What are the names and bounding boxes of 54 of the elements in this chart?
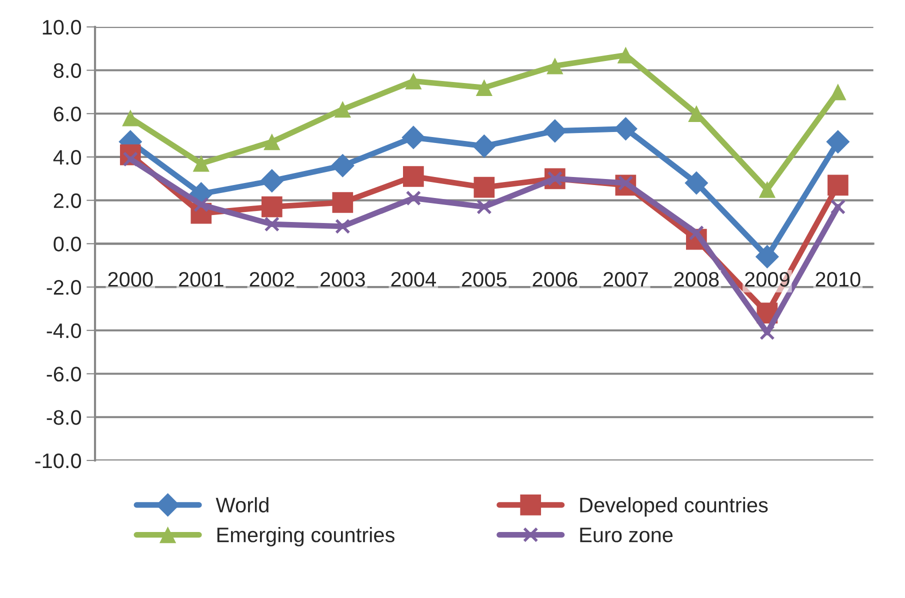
point xyxy=(264,133,280,150)
legend-label: World xyxy=(216,497,268,512)
point xyxy=(330,154,354,178)
y-tick-label: -10.0 xyxy=(35,453,82,468)
point xyxy=(755,244,779,268)
y-tick-label: -6.0 xyxy=(46,366,82,382)
point xyxy=(476,79,493,96)
point xyxy=(826,130,850,154)
point xyxy=(405,72,422,90)
point xyxy=(194,197,209,212)
x-tick-label: 2002 xyxy=(250,272,294,287)
y-tick-label: 10.0 xyxy=(42,20,82,35)
x-tick-label: 2000 xyxy=(108,272,153,287)
point xyxy=(546,58,564,74)
legend-label: Euro zone xyxy=(580,528,673,542)
x-tick-label: 2010 xyxy=(816,272,860,287)
y-tick-label: 0.0 xyxy=(54,236,82,252)
point xyxy=(830,199,846,214)
point xyxy=(684,171,708,195)
legend-label: Emerging countries xyxy=(217,526,394,546)
x-tick-label: 2007 xyxy=(604,272,648,287)
x-tick-label: 2006 xyxy=(532,272,578,287)
point xyxy=(122,110,139,126)
x-tick-label: 2009 xyxy=(745,272,790,287)
point xyxy=(474,176,495,198)
point xyxy=(402,126,426,150)
point xyxy=(332,192,354,213)
point xyxy=(476,199,492,214)
point xyxy=(828,174,848,196)
point xyxy=(760,324,775,340)
x-tick-label: 2008 xyxy=(674,272,719,287)
y-tick-label: 2.0 xyxy=(54,193,82,208)
point xyxy=(472,134,496,158)
point xyxy=(192,155,210,172)
y-tick-label: -4.0 xyxy=(46,323,82,338)
legend-label: Developed countries xyxy=(580,497,768,517)
point xyxy=(264,216,280,232)
point xyxy=(335,218,350,234)
point xyxy=(403,166,424,187)
x-tick-label: 2003 xyxy=(320,272,365,287)
point xyxy=(758,181,776,198)
x-tick-label: 2001 xyxy=(179,272,224,287)
x-tick-label: 2005 xyxy=(462,272,506,287)
y-tick-label: 6.0 xyxy=(54,106,82,122)
y-tick-label: -8.0 xyxy=(46,410,82,425)
x-tick-label: 2004 xyxy=(391,272,436,287)
point xyxy=(261,196,282,218)
point xyxy=(260,169,284,193)
point xyxy=(406,190,422,206)
point xyxy=(334,100,351,118)
y-tick-label: 8.0 xyxy=(54,63,82,78)
y-tick-label: -2.0 xyxy=(46,280,82,295)
point xyxy=(830,84,846,100)
y-tick-label: 4.0 xyxy=(53,150,82,165)
